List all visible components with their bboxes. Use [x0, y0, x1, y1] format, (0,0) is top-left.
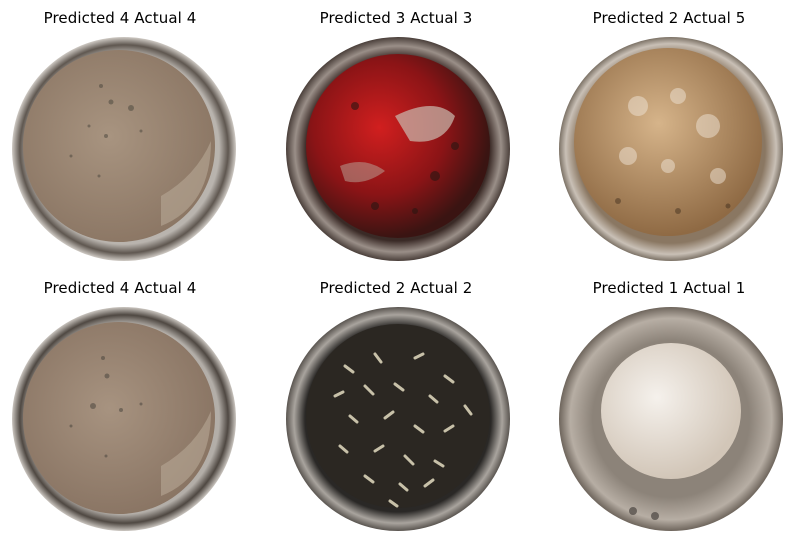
cell-title: Predicted 1 Actual 1	[592, 279, 746, 297]
cell-title: Predicted 2 Actual 5	[592, 9, 746, 27]
cell-title: Predicted 4 Actual 4	[43, 279, 197, 297]
cell-title: Predicted 2 Actual 2	[319, 279, 473, 297]
cell-title: Predicted 3 Actual 3	[319, 9, 473, 27]
pot-photo-foamy-brown	[558, 36, 784, 262]
grid-cell-3: Predicted 2 Actual 5	[549, 9, 789, 262]
pot-photo-murky-brown	[11, 36, 237, 262]
grid-cell-1: Predicted 4 Actual 4	[0, 9, 240, 262]
pot-photo-dark-seeds	[285, 306, 511, 532]
pot-photo-murky-brown	[11, 306, 237, 532]
cell-title: Predicted 4 Actual 4	[43, 9, 197, 27]
grid-cell-5: Predicted 2 Actual 2	[276, 279, 516, 532]
grid-cell-6: Predicted 1 Actual 1	[549, 279, 789, 532]
grid-cell-2: Predicted 3 Actual 3	[276, 9, 516, 262]
pot-photo-clear-water	[558, 306, 784, 532]
pot-photo-red-spice	[285, 36, 511, 262]
grid-cell-4: Predicted 4 Actual 4	[0, 279, 240, 532]
